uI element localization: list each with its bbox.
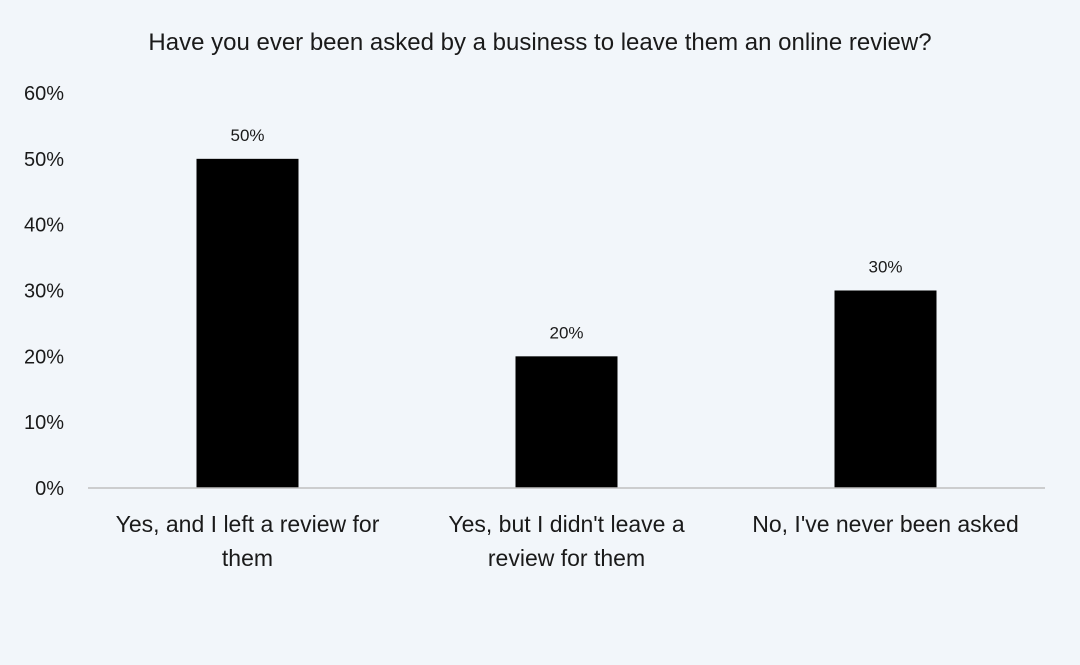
y-tick-label: 10% [24,412,64,434]
bar [196,158,299,489]
category-label-line: Yes, but I didn't leave a [448,511,684,537]
bars [196,158,937,489]
data-label: 30% [868,258,902,277]
y-tick-label: 20% [24,346,64,368]
y-tick-label: 30% [24,281,64,303]
data-label: 50% [230,126,264,145]
category-labels: Yes, and I left a review for them Yes, but… [116,511,1019,571]
category-label: Yes, but I didn't leave a review for them [448,511,684,571]
category-label-line: review for them [488,545,645,571]
y-tick-label: 50% [24,149,64,171]
category-label: Yes, and I left a review for them [116,511,380,571]
bar [515,356,618,488]
category-label-line: No, I've never been asked [752,511,1019,537]
y-tick-label: 60% [24,83,64,105]
data-label: 20% [549,323,583,342]
category-label: No, I've never been asked [752,511,1019,537]
y-tick-label: 0% [35,478,64,500]
category-label-line: Yes, and I left a review for [116,511,380,537]
category-label-line: them [222,545,273,571]
chart-title: Have you ever been asked by a business t… [148,29,931,56]
data-labels: 50% 20% 30% [230,126,902,343]
bar [834,290,937,488]
y-tick-label: 40% [24,215,64,237]
y-axis-tick-labels: 0% 10% 20% 30% 40% 50% 60% [24,83,64,500]
